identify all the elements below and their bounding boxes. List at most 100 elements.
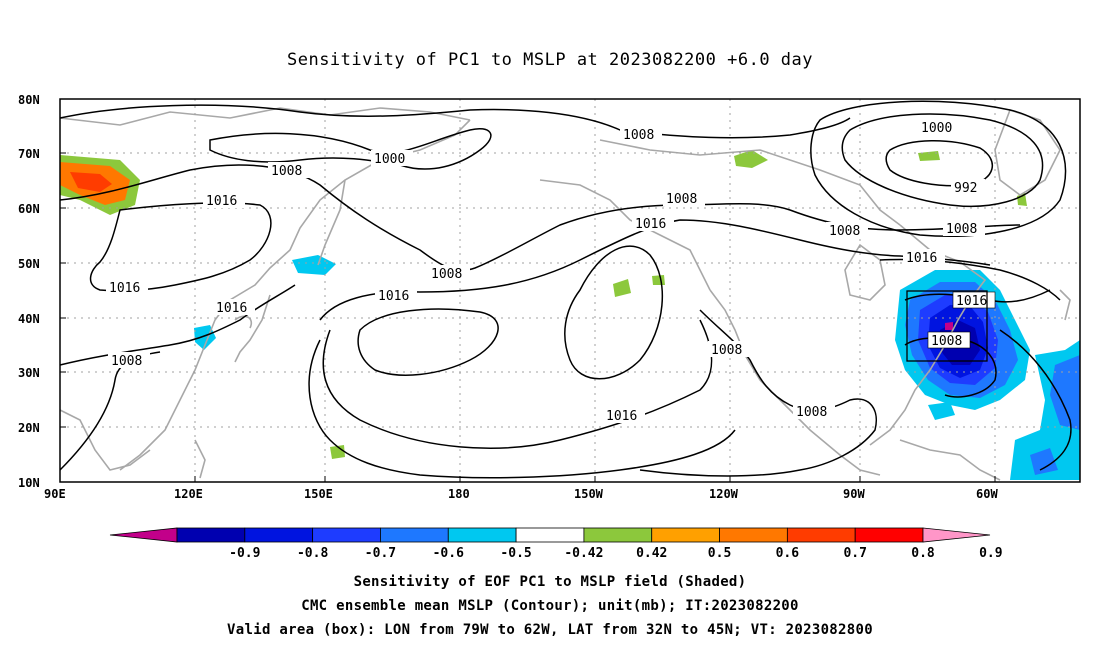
plot-title: Sensitivity of PC1 to MSLP at 2023082200… xyxy=(286,50,813,70)
shade-pacific-green-2 xyxy=(613,279,631,297)
colorbar-label: 0.42 xyxy=(636,546,667,561)
shade-caribbean-cyan xyxy=(928,402,955,420)
colorbar-upper-arrow xyxy=(922,527,991,543)
coast-islands-2 xyxy=(1059,289,1071,321)
contour-label: 1008 xyxy=(271,164,302,179)
lat-label: 20N xyxy=(18,421,40,435)
contour-1000-asia xyxy=(209,128,492,170)
shade-atlantic-blue-2 xyxy=(1030,448,1058,475)
colorbar-label: -0.8 xyxy=(297,546,328,561)
lat-label: 60N xyxy=(18,202,40,216)
contour-label: 1008 xyxy=(431,267,462,282)
shade-siberia-red xyxy=(70,172,112,192)
lon-label: 120W xyxy=(709,487,739,501)
caption-line-3: Valid area (box): LON from 79W to 62W, L… xyxy=(227,622,873,638)
contour-label-box-1016: 1016 xyxy=(956,294,987,309)
shade-atlantic-blue xyxy=(1050,355,1080,430)
colorbar-box xyxy=(854,527,924,543)
contour-label: 1008 xyxy=(946,222,977,237)
colorbar-box xyxy=(719,527,788,543)
contour-1016-siberia xyxy=(89,202,272,292)
colorbar-label: 0.6 xyxy=(776,546,800,561)
shade-arctic-green xyxy=(918,151,940,161)
shade-eastcoast-magenta xyxy=(945,322,953,330)
lat-label: 10N xyxy=(18,476,40,490)
colorbar-box xyxy=(244,527,314,543)
shade-kamchatka-blue xyxy=(292,255,336,275)
contour-label: 1008 xyxy=(796,405,827,420)
contour-label: 1000 xyxy=(921,121,952,136)
contour-label: 1016 xyxy=(906,251,937,266)
contour-labels: 1000 1008 1016 1016 1008 1016 1008 1008 … xyxy=(106,119,996,424)
colorbar-label: -0.7 xyxy=(365,546,396,561)
lon-labels: 90E 120E 150E 180 150W 120W 90W 60W xyxy=(44,487,998,501)
contour-1008-north xyxy=(59,104,851,139)
lon-label: 180 xyxy=(448,487,470,501)
contour-label: 1016 xyxy=(216,301,247,316)
contour-label: 1008 xyxy=(829,224,860,239)
contour-1016-atl-s xyxy=(999,329,1072,471)
colorbar-label: -0.6 xyxy=(433,546,464,561)
coast-kamchatka xyxy=(317,179,346,266)
contour-label: 1000 xyxy=(374,152,405,167)
colorbar-box xyxy=(515,527,585,543)
contour-label-box-1008: 1008 xyxy=(931,334,962,349)
contour-label: 1008 xyxy=(111,354,142,369)
coast-japan xyxy=(234,294,271,363)
lon-label: 90E xyxy=(44,487,66,501)
contour-1008-wus xyxy=(639,309,877,477)
colorbar-lower-arrow xyxy=(109,527,178,543)
contour-1008-outer-low xyxy=(810,100,1067,237)
shade-pacific-green-3 xyxy=(652,275,665,285)
map-frame xyxy=(59,98,1081,483)
lon-label: 150W xyxy=(574,487,604,501)
colorbar-label: -0.42 xyxy=(564,546,603,561)
caption-line-2: CMC ensemble mean MSLP (Contour); unit(m… xyxy=(301,598,799,614)
lon-label: 120E xyxy=(174,487,203,501)
lon-label: 150E xyxy=(304,487,333,501)
shade-atlantic-green xyxy=(1017,193,1027,206)
colorbar-box xyxy=(176,527,246,543)
contour-label: 1016 xyxy=(635,217,666,232)
contour-1016-east-high xyxy=(564,245,664,380)
contour-label: 1016 xyxy=(378,289,409,304)
colorbar: -0.9 -0.8 -0.7 -0.6 -0.5 -0.42 0.42 0.5 0.6 0.7 0.… xyxy=(109,527,1003,561)
contour-1008-sw xyxy=(59,351,161,471)
coast-philippines xyxy=(194,439,206,479)
contour-1016-s xyxy=(308,339,736,479)
contour-1000-low xyxy=(841,113,1044,208)
contour-label: 992 xyxy=(954,181,977,196)
lat-label: 30N xyxy=(18,366,40,380)
caption-line-1: Sensitivity of EOF PC1 to MSLP field (Sh… xyxy=(353,574,747,590)
lat-label: 40N xyxy=(18,312,40,326)
colorbar-label: 0.5 xyxy=(708,546,731,561)
colorbar-box xyxy=(651,527,720,543)
colorbar-label: -0.9 xyxy=(229,546,260,561)
colorbar-box xyxy=(583,527,653,543)
contour-1016-loop xyxy=(322,319,713,449)
colorbar-label: 0.8 xyxy=(911,546,935,561)
lat-label: 80N xyxy=(18,93,40,107)
tick-marks xyxy=(60,98,996,483)
lon-label: 90W xyxy=(843,487,865,501)
coast-arctic-canada xyxy=(599,139,901,226)
colorbar-label: 0.9 xyxy=(979,546,1002,561)
valid-area-box xyxy=(906,290,988,362)
contour-label: 1008 xyxy=(711,343,742,358)
shade-alaska-green xyxy=(734,150,768,168)
contour-label: 1008 xyxy=(666,192,697,207)
coast-islands-1 xyxy=(234,315,253,329)
contour-1016-npacific xyxy=(319,219,991,321)
contour-label: 1008 xyxy=(623,128,654,143)
colorbar-label: -0.5 xyxy=(500,546,531,561)
lat-label: 70N xyxy=(18,147,40,161)
contour-label: 1016 xyxy=(606,409,637,424)
coast-indochina xyxy=(59,409,151,471)
contour-1016-high xyxy=(357,308,499,376)
contour-label: 1016 xyxy=(109,281,140,296)
contour-label: 1016 xyxy=(206,194,237,209)
colorbar-box xyxy=(447,527,517,543)
colorbar-label: 0.7 xyxy=(843,546,866,561)
lat-label: 50N xyxy=(18,257,40,271)
